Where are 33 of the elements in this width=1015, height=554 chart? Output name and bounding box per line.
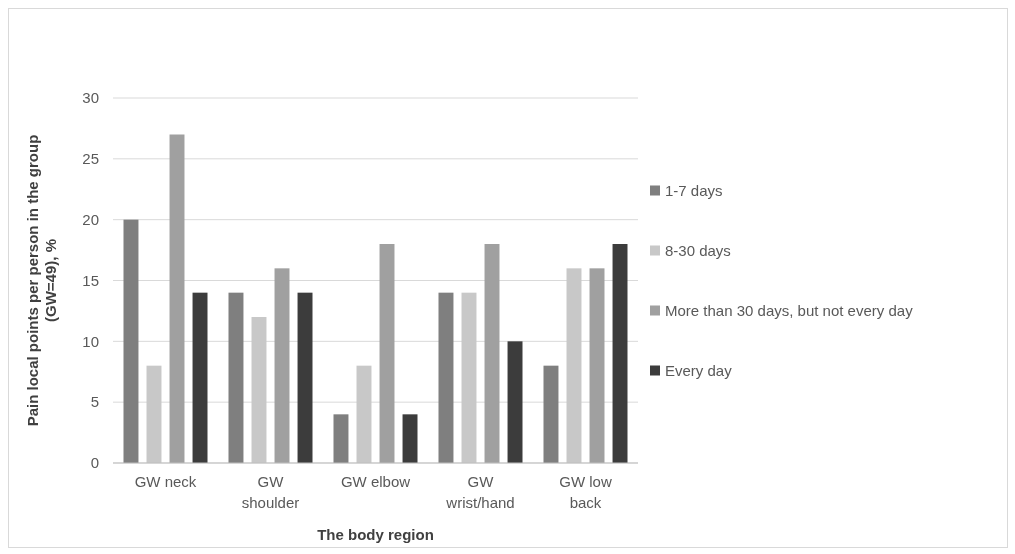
y-tick-label: 25 [82,150,99,168]
bar [507,341,523,463]
y-tick-label: 20 [82,210,99,228]
y-tick-label: 0 [90,454,99,472]
y-tick-label: 5 [90,393,99,411]
x-tick-label: GW wrist/hand [445,473,515,511]
legend-label: 1-7 days [665,181,723,199]
y-tick-label: 10 [82,332,99,350]
x-tick-label: GW neck [134,473,197,490]
bar [484,244,500,463]
y-axis-title: Pain local points per person in the group (GW=49), % [24,134,59,427]
x-tick-label: GW shoulder [241,473,300,511]
bar [438,292,454,463]
bar [379,244,395,463]
bar [228,292,244,463]
x-tick-label: GW elbow [340,473,411,490]
legend-label: More than 30 days, but not every day [665,301,914,319]
legend-label: 8-30 days [665,241,731,259]
bar [612,244,628,463]
legend-label: Every day [665,361,733,379]
y-tick-label: 30 [82,89,99,107]
bar [123,219,139,463]
bar [402,414,418,463]
bar [589,268,605,463]
bar [169,134,185,463]
x-tick-label: GW low back [559,473,612,511]
bar [192,292,208,463]
y-tick-label: 15 [82,271,99,289]
bar [297,292,313,463]
bar [333,414,349,463]
bar [274,268,290,463]
x-axis-title: The body region [317,526,434,543]
bar [543,365,559,463]
